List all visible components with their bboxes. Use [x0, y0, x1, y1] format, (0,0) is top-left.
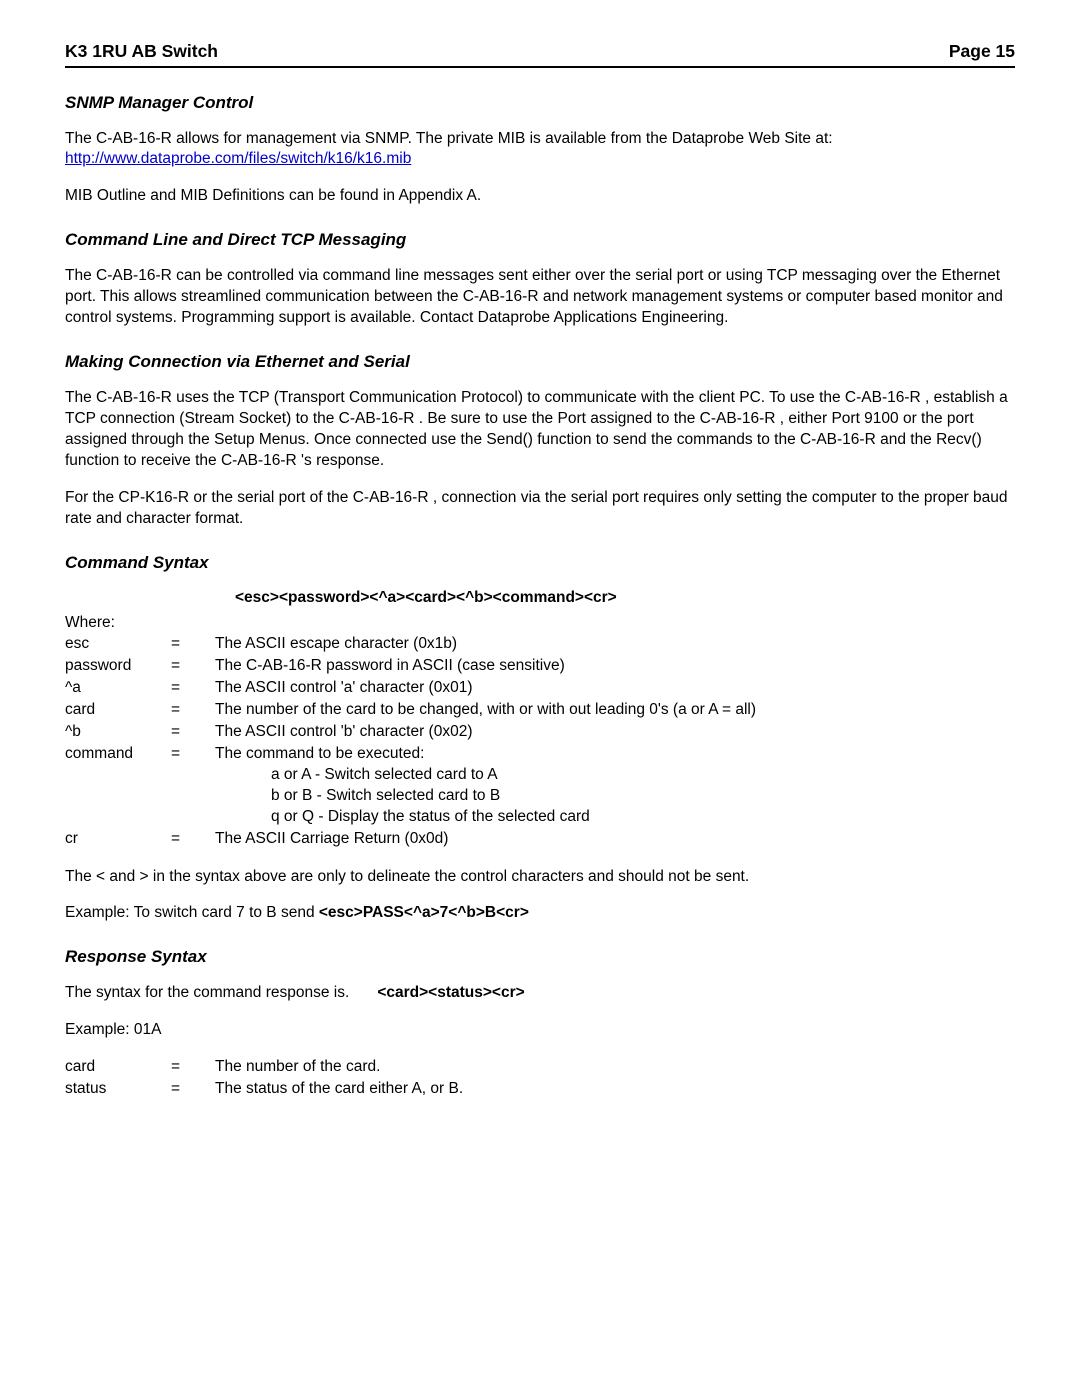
- equals: =: [171, 656, 215, 678]
- response-syntax-table: card = The number of the card. status = …: [65, 1057, 469, 1101]
- command-option-a: a or A - Switch selected card to A: [215, 765, 756, 786]
- heading-command-syntax: Command Syntax: [65, 552, 1015, 575]
- term: esc: [65, 634, 171, 656]
- command-desc: The command to be executed:: [215, 745, 424, 762]
- snmp-paragraph-1: The C-AB-16-R allows for management via …: [65, 129, 1015, 171]
- table-row: esc = The ASCII escape character (0x1b): [65, 634, 762, 656]
- mib-link[interactable]: http://www.dataprobe.com/files/switch/k1…: [65, 150, 411, 167]
- equals: =: [171, 1057, 215, 1079]
- term: command: [65, 744, 171, 829]
- equals: =: [171, 1079, 215, 1101]
- command-option-q: q or Q - Display the status of the selec…: [215, 807, 756, 828]
- response-code: <card><status><cr>: [377, 983, 524, 1004]
- term: password: [65, 656, 171, 678]
- table-row: status = The status of the card either A…: [65, 1079, 469, 1101]
- heading-connection: Making Connection via Ethernet and Seria…: [65, 351, 1015, 374]
- heading-response-syntax: Response Syntax: [65, 946, 1015, 969]
- syntax-example: Example: To switch card 7 to B send <esc…: [65, 903, 1015, 924]
- conn-paragraph-1: The C-AB-16-R uses the TCP (Transport Co…: [65, 388, 1015, 472]
- term: cr: [65, 829, 171, 851]
- equals: =: [171, 744, 215, 829]
- heading-snmp: SNMP Manager Control: [65, 92, 1015, 115]
- term: ^a: [65, 678, 171, 700]
- command-syntax-pattern: <esc><password><^a><card><^b><command><c…: [65, 588, 1015, 609]
- equals: =: [171, 700, 215, 722]
- term: ^b: [65, 722, 171, 744]
- command-syntax-table: esc = The ASCII escape character (0x1b) …: [65, 634, 762, 850]
- term: card: [65, 1057, 171, 1079]
- table-row: card = The number of the card to be chan…: [65, 700, 762, 722]
- term: status: [65, 1079, 171, 1101]
- desc: The ASCII control 'b' character (0x02): [215, 722, 762, 744]
- response-intro: The syntax for the command response is.: [65, 983, 349, 1004]
- response-example: Example: 01A: [65, 1020, 1015, 1041]
- snmp-paragraph-2: MIB Outline and MIB Definitions can be f…: [65, 186, 1015, 207]
- desc: The ASCII control 'a' character (0x01): [215, 678, 762, 700]
- doc-title: K3 1RU AB Switch: [65, 40, 218, 64]
- where-label: Where:: [65, 613, 1015, 634]
- example-code: <esc>PASS<^a>7<^b>B<cr>: [319, 904, 529, 921]
- term: card: [65, 700, 171, 722]
- equals: =: [171, 829, 215, 851]
- heading-cli: Command Line and Direct TCP Messaging: [65, 229, 1015, 252]
- snmp-text-prefix: The C-AB-16-R allows for management via …: [65, 130, 833, 147]
- equals: =: [171, 722, 215, 744]
- desc: The number of the card to be changed, wi…: [215, 700, 762, 722]
- desc: The ASCII escape character (0x1b): [215, 634, 762, 656]
- cli-paragraph-1: The C-AB-16-R can be controlled via comm…: [65, 266, 1015, 329]
- table-row: password = The C-AB-16-R password in ASC…: [65, 656, 762, 678]
- table-row: ^a = The ASCII control 'a' character (0x…: [65, 678, 762, 700]
- desc: The status of the card either A, or B.: [215, 1079, 469, 1101]
- equals: =: [171, 634, 215, 656]
- conn-paragraph-2: For the CP-K16-R or the serial port of t…: [65, 488, 1015, 530]
- desc: The command to be executed: a or A - Swi…: [215, 744, 762, 829]
- equals: =: [171, 678, 215, 700]
- desc: The number of the card.: [215, 1057, 469, 1079]
- desc: The C-AB-16-R password in ASCII (case se…: [215, 656, 762, 678]
- table-row: cr = The ASCII Carriage Return (0x0d): [65, 829, 762, 851]
- response-intro-line: The syntax for the command response is. …: [65, 983, 1015, 1004]
- table-row: card = The number of the card.: [65, 1057, 469, 1079]
- example-label: Example: To switch card 7 to B send: [65, 904, 319, 921]
- desc: The ASCII Carriage Return (0x0d): [215, 829, 762, 851]
- page-header: K3 1RU AB Switch Page 15: [65, 40, 1015, 68]
- page-number: Page 15: [949, 40, 1015, 64]
- syntax-note: The < and > in the syntax above are only…: [65, 867, 1015, 888]
- command-option-b: b or B - Switch selected card to B: [215, 786, 756, 807]
- table-row: ^b = The ASCII control 'b' character (0x…: [65, 722, 762, 744]
- table-row: command = The command to be executed: a …: [65, 744, 762, 829]
